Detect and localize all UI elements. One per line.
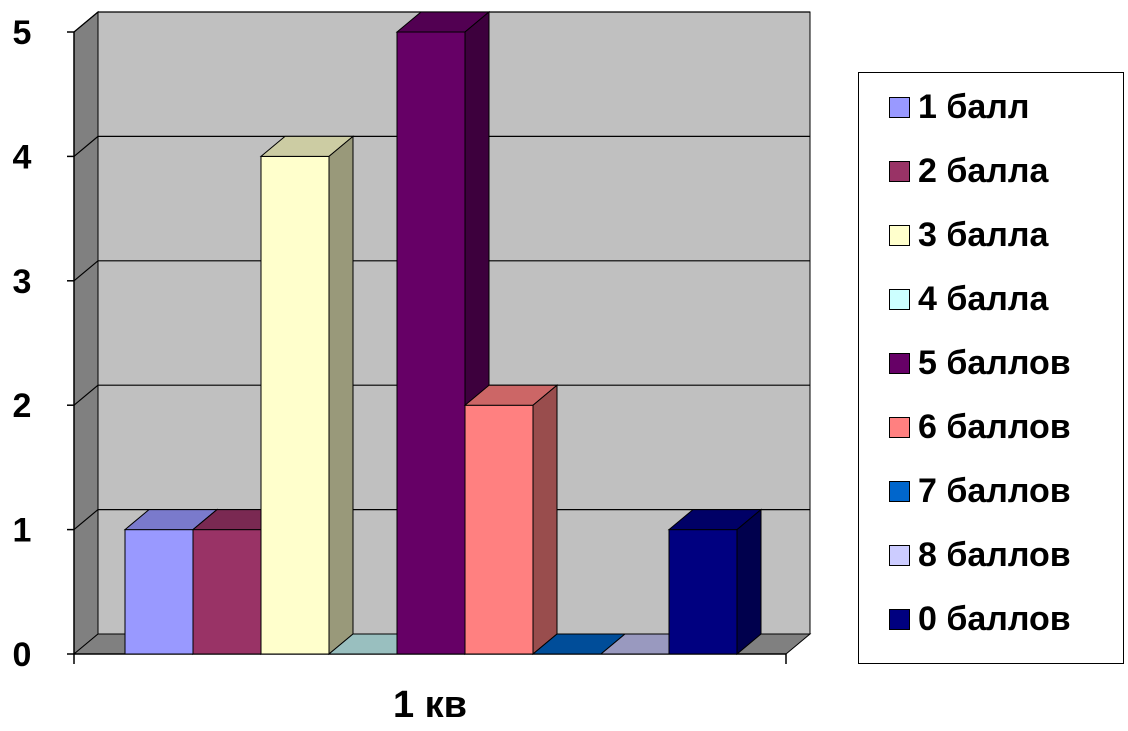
side-wall	[73, 10, 99, 656]
legend-swatch	[889, 160, 910, 182]
legend-swatch	[889, 544, 910, 566]
legend-label: 4 балла	[918, 279, 1049, 318]
gridline	[73, 260, 810, 282]
y-tick-label: 1	[13, 512, 32, 550]
legend-label: 3 балла	[918, 215, 1049, 254]
legend-swatch	[889, 224, 910, 246]
legend-label: 8 баллов	[918, 535, 1071, 574]
legend-item: 4 балла	[889, 279, 1048, 319]
legend-label: 0 баллов	[918, 599, 1071, 638]
bar	[464, 404, 534, 655]
legend-item: 0 баллов	[889, 599, 1071, 639]
gridline	[73, 11, 810, 33]
bar-side	[736, 508, 762, 656]
y-tick-label: 4	[13, 138, 32, 176]
bar	[192, 529, 262, 655]
gridline	[73, 384, 810, 406]
bar	[124, 529, 194, 655]
bar	[260, 155, 330, 655]
legend-item: 2 балла	[889, 151, 1048, 191]
legend-swatch	[889, 352, 910, 374]
legend-label: 5 баллов	[918, 343, 1071, 382]
legend-item: 3 балла	[889, 215, 1048, 255]
bar	[396, 31, 466, 655]
legend-swatch	[889, 288, 910, 310]
legend: 1 балл 2 балла 3 балла 4 балла 5 баллов 6 бал…	[858, 72, 1124, 664]
x-tick-label: 1 кв	[393, 684, 467, 726]
legend-swatch	[889, 96, 910, 118]
legend-item: 5 баллов	[889, 343, 1071, 383]
y-tick-label: 0	[13, 636, 32, 674]
legend-swatch	[889, 480, 910, 502]
legend-swatch	[889, 608, 910, 630]
y-tick-label: 3	[13, 263, 32, 301]
legend-item: 1 балл	[889, 87, 1029, 127]
legend-swatch	[889, 416, 910, 438]
legend-item: 8 баллов	[889, 535, 1071, 575]
gridline	[73, 509, 810, 531]
legend-label: 2 балла	[918, 151, 1049, 190]
legend-label: 1 балл	[918, 87, 1030, 126]
legend-label: 7 баллов	[918, 471, 1071, 510]
legend-item: 6 баллов	[889, 407, 1071, 447]
y-tick-label: 5	[13, 14, 32, 52]
bar-side	[328, 135, 354, 656]
bar-side	[532, 384, 558, 656]
legend-label: 6 баллов	[918, 407, 1071, 446]
gridline	[73, 135, 810, 157]
bar	[668, 529, 738, 655]
legend-item: 7 баллов	[889, 471, 1071, 511]
y-tick-label: 2	[13, 387, 32, 425]
